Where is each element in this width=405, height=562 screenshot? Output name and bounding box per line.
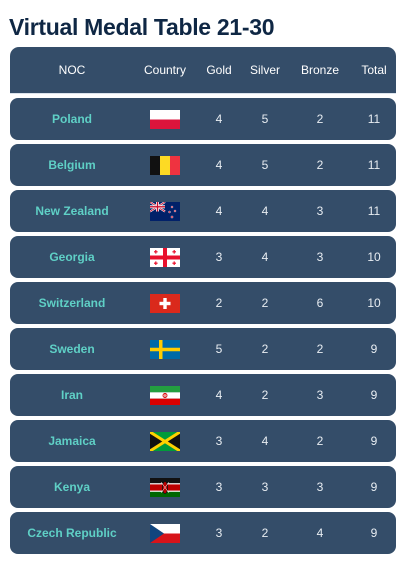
- bronze-count: 2: [316, 434, 324, 448]
- table-row: Belgium 4 5 2 11: [10, 144, 396, 186]
- table-row: Georgia 3 4 3 10: [10, 236, 396, 278]
- georgia-flag-icon: [150, 247, 180, 267]
- gold-count: 4: [215, 388, 223, 402]
- silver-count: 3: [261, 480, 269, 494]
- table-row: Czech Republic 3 2 4 9: [10, 512, 396, 554]
- jamaica-flag-icon: [150, 431, 180, 451]
- total-count: 9: [370, 388, 378, 402]
- iran-flag-icon: [150, 385, 180, 405]
- noc-name[interactable]: Jamaica: [48, 434, 96, 448]
- total-count: 10: [367, 296, 381, 310]
- gold-count: 2: [215, 296, 223, 310]
- silver-count: 5: [261, 112, 269, 126]
- bronze-count: 3: [316, 204, 324, 218]
- table-header: NOC Country Gold Silver Bronze Total: [10, 47, 396, 94]
- gold-count: 3: [215, 480, 223, 494]
- gold-count: 3: [215, 250, 223, 264]
- country-cell: [134, 431, 196, 451]
- header-gold[interactable]: Gold: [206, 63, 232, 77]
- bronze-count: 3: [316, 250, 324, 264]
- silver-count: 2: [261, 342, 269, 356]
- header-country[interactable]: Country: [143, 63, 187, 77]
- header-noc[interactable]: NOC: [58, 63, 86, 77]
- belgium-flag-icon: [150, 155, 180, 175]
- medal-table: NOC Country Gold Silver Bronze Total Pol…: [10, 47, 396, 554]
- total-count: 9: [370, 434, 378, 448]
- silver-count: 4: [261, 250, 269, 264]
- total-count: 10: [367, 250, 381, 264]
- total-count: 9: [370, 526, 378, 540]
- noc-name[interactable]: Czech Republic: [27, 526, 117, 540]
- silver-count: 5: [261, 158, 269, 172]
- bronze-count: 3: [316, 388, 324, 402]
- silver-count: 2: [261, 526, 269, 540]
- noc-name[interactable]: Sweden: [49, 342, 95, 356]
- silver-count: 4: [261, 434, 269, 448]
- country-cell: [134, 155, 196, 175]
- sweden-flag-icon: [150, 339, 180, 359]
- gold-count: 4: [215, 112, 223, 126]
- gold-count: 4: [215, 158, 223, 172]
- silver-count: 4: [261, 204, 269, 218]
- table-row: Poland 4 5 2 11: [10, 98, 396, 140]
- switzerland-flag-icon: [150, 293, 180, 313]
- bronze-count: 2: [316, 342, 324, 356]
- table-row: Switzerland 2 2 6 10: [10, 282, 396, 324]
- gold-count: 3: [215, 526, 223, 540]
- noc-name[interactable]: Belgium: [48, 158, 96, 172]
- new-zealand-flag-icon: [150, 201, 180, 221]
- silver-count: 2: [261, 388, 269, 402]
- gold-count: 4: [215, 204, 223, 218]
- noc-name[interactable]: Kenya: [53, 480, 91, 494]
- bronze-count: 6: [316, 296, 324, 310]
- noc-name[interactable]: Georgia: [49, 250, 95, 264]
- bronze-count: 2: [316, 112, 324, 126]
- header-bronze[interactable]: Bronze: [300, 63, 340, 77]
- table-row: Kenya 3 3 3 9: [10, 466, 396, 508]
- gold-count: 3: [215, 434, 223, 448]
- table-row: Iran 4 2 3 9: [10, 374, 396, 416]
- country-cell: [134, 339, 196, 359]
- total-count: 11: [367, 112, 381, 126]
- table-row: Jamaica 3 4 2 9: [10, 420, 396, 462]
- total-count: 9: [370, 342, 378, 356]
- total-count: 11: [367, 204, 381, 218]
- country-cell: [134, 385, 196, 405]
- total-count: 11: [367, 158, 381, 172]
- header-silver[interactable]: Silver: [249, 63, 280, 77]
- bronze-count: 3: [316, 480, 324, 494]
- noc-name[interactable]: Iran: [60, 388, 83, 402]
- gold-count: 5: [215, 342, 223, 356]
- country-cell: [134, 201, 196, 221]
- country-cell: [134, 477, 196, 497]
- kenya-flag-icon: [150, 477, 180, 497]
- country-cell: [134, 109, 196, 129]
- header-total[interactable]: Total: [361, 63, 387, 77]
- table-row: Sweden 5 2 2 9: [10, 328, 396, 370]
- poland-flag-icon: [150, 109, 180, 129]
- country-cell: [134, 247, 196, 267]
- silver-count: 2: [261, 296, 269, 310]
- czech-republic-flag-icon: [150, 523, 180, 543]
- noc-name[interactable]: Poland: [51, 112, 92, 126]
- noc-name[interactable]: Switzerland: [38, 296, 106, 310]
- country-cell: [134, 523, 196, 543]
- table-row: New Zealand 4 4 3 11: [10, 190, 396, 232]
- bronze-count: 4: [316, 526, 324, 540]
- country-cell: [134, 293, 196, 313]
- page-title: Virtual Medal Table 21-30: [9, 14, 275, 40]
- total-count: 9: [370, 480, 378, 494]
- noc-name[interactable]: New Zealand: [35, 204, 109, 218]
- bronze-count: 2: [316, 158, 324, 172]
